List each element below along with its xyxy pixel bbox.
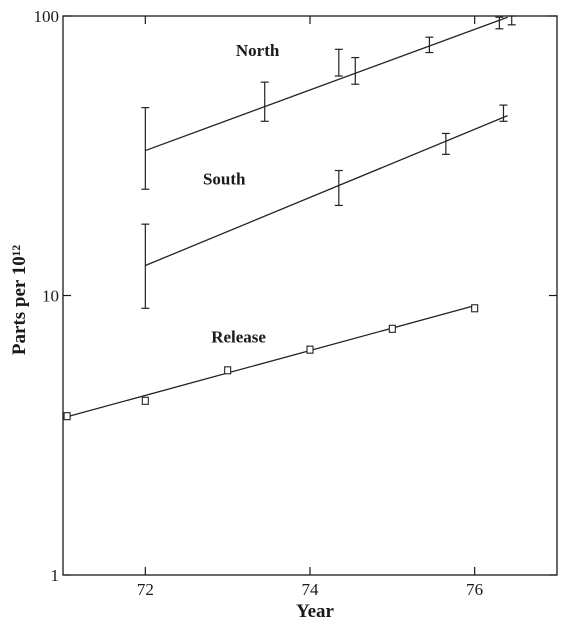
release-data-point (141, 396, 149, 405)
north-error-bar (351, 56, 360, 85)
plot-frame (62, 15, 558, 576)
y-tick-label: 100 (34, 7, 60, 26)
fit-lines-group (62, 16, 508, 419)
south-error-bar (441, 132, 450, 155)
release-data-point (306, 345, 314, 354)
north-fit-line (145, 16, 508, 152)
y-axis-title: Parts per 10¹² (9, 245, 30, 356)
x-tick-label: 72 (137, 580, 154, 599)
south-error-bar (141, 223, 150, 309)
release-series-label: Release (211, 327, 266, 346)
x-tick-label: 76 (466, 580, 483, 599)
release-data-point (224, 366, 232, 375)
north-error-bar (507, 15, 516, 26)
data-marks-group (63, 15, 516, 421)
release-data-point (63, 412, 71, 421)
north-series-label: North (236, 41, 280, 60)
tick-group: 72 74 76 1 10 100 (34, 7, 557, 599)
north-error-bar (334, 48, 343, 77)
south-fit-line (145, 115, 508, 267)
south-error-bar (499, 104, 508, 122)
y-tick-label: 1 (51, 566, 60, 585)
north-error-bar (495, 16, 504, 30)
release-data-point (471, 304, 479, 313)
release-fit-line (62, 304, 475, 419)
north-error-bar (141, 107, 150, 190)
series-labels-group: North South Release (203, 41, 280, 346)
x-tick-label: 74 (302, 580, 320, 599)
south-error-bar (334, 169, 343, 207)
north-error-bar (260, 81, 269, 122)
x-axis-title: Year (296, 601, 335, 622)
release-data-point (388, 324, 396, 333)
north-error-bar (425, 36, 434, 54)
south-series-label: South (203, 169, 246, 188)
y-tick-label: 10 (42, 287, 59, 306)
